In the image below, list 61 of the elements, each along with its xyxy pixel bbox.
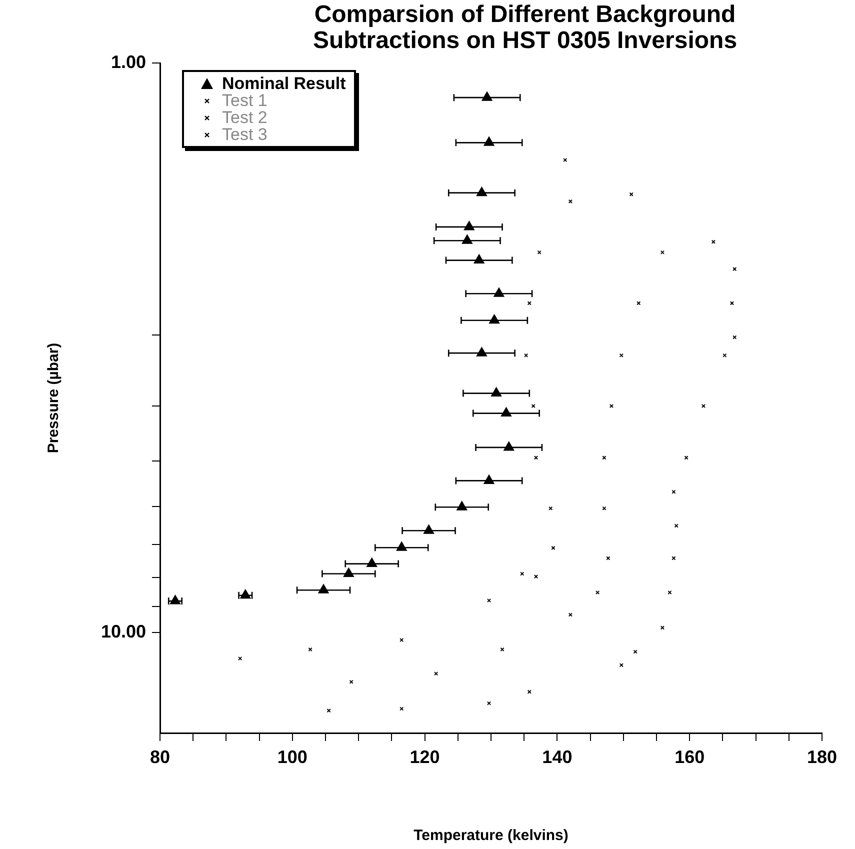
point	[318, 584, 329, 594]
legend-label: Test 2	[222, 108, 268, 127]
point	[629, 192, 634, 196]
point	[476, 347, 487, 356]
point	[534, 574, 538, 579]
point	[484, 136, 494, 146]
point	[343, 568, 354, 577]
chart-title: Comparsion of Different Background Subtractions on HST 0305 Inversions	[312, 1, 738, 54]
point	[596, 590, 600, 595]
point	[504, 441, 514, 451]
legend-label: Nominal Result	[222, 74, 346, 93]
point	[531, 404, 536, 408]
point	[660, 250, 665, 254]
point	[400, 638, 404, 642]
x-tick-label: 80	[150, 746, 170, 767]
y-axis-title: Pressure (µbar)	[45, 342, 62, 454]
point	[732, 267, 737, 272]
x-tick-label: 180	[806, 746, 838, 767]
point	[537, 250, 542, 254]
point	[349, 680, 354, 684]
point	[486, 598, 492, 603]
y-tick-label: 1.00	[110, 52, 146, 72]
point	[609, 404, 614, 408]
point	[672, 556, 676, 560]
point	[238, 656, 242, 661]
point	[366, 558, 378, 568]
legend-label: Test 1	[222, 91, 268, 110]
point	[464, 220, 474, 230]
point	[684, 456, 688, 460]
point	[602, 456, 606, 460]
point	[424, 524, 434, 534]
point	[619, 663, 624, 668]
point	[474, 254, 484, 264]
point	[434, 672, 438, 676]
point	[500, 407, 512, 417]
point	[701, 404, 706, 408]
point	[456, 501, 468, 510]
point	[674, 524, 678, 528]
x-tick-label: 120	[410, 746, 440, 767]
point	[606, 556, 610, 560]
point	[476, 186, 487, 196]
y-tick-label: 10.00	[100, 622, 146, 642]
point	[462, 234, 472, 244]
point	[484, 474, 494, 484]
point	[568, 199, 572, 204]
point	[489, 314, 500, 324]
point	[722, 353, 727, 358]
point	[491, 387, 502, 397]
point	[494, 288, 504, 297]
x-axis-title: Temperature (kelvins)	[414, 827, 568, 844]
point	[396, 542, 407, 551]
x-tick-label: 100	[277, 746, 308, 767]
point	[672, 490, 676, 494]
point	[633, 650, 638, 654]
point	[636, 301, 641, 306]
point	[563, 158, 568, 162]
x-tick-label: 140	[542, 746, 572, 767]
point	[602, 506, 606, 510]
point	[482, 92, 492, 101]
legend-label: Test 3	[222, 125, 268, 144]
x-tick-label: 160	[674, 746, 705, 767]
